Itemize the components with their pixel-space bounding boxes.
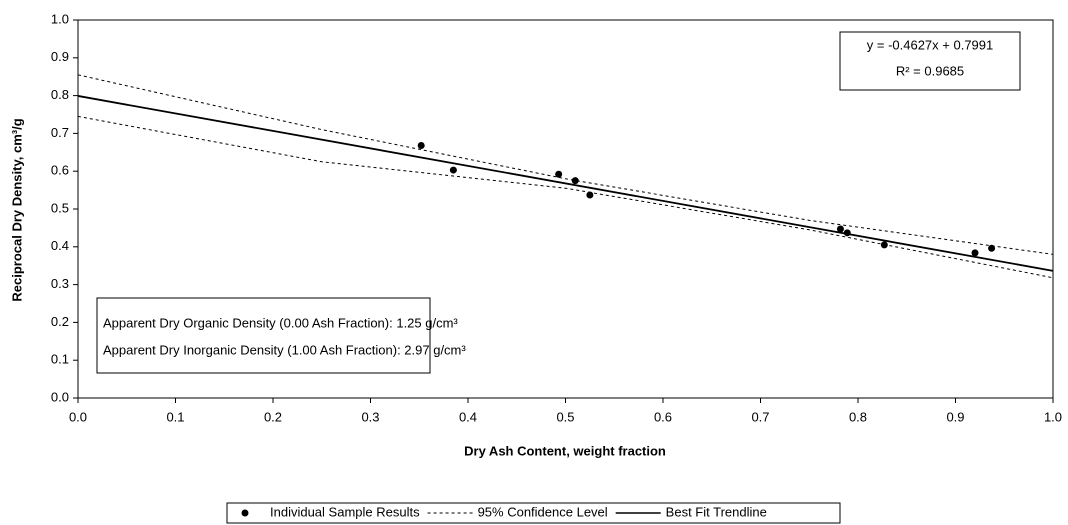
annotation: Apparent Dry Organic Density (0.00 Ash F… xyxy=(103,315,458,330)
legend-label: 95% Confidence Level xyxy=(478,504,608,519)
x-tick-label: 0.9 xyxy=(946,409,964,424)
data-point xyxy=(586,191,594,199)
y-tick-label: 0.3 xyxy=(51,276,69,291)
confidence-line xyxy=(77,74,1054,255)
data-point xyxy=(449,166,457,174)
y-tick-label: 0.6 xyxy=(51,163,69,178)
y-tick-label: 0.8 xyxy=(51,87,69,102)
x-tick-label: 0.8 xyxy=(849,409,867,424)
y-tick-label: 0.0 xyxy=(51,389,69,404)
y-tick-label: 0.2 xyxy=(51,314,69,329)
y-axis-label: Reciprocal Dry Density, cm³/g xyxy=(9,118,24,301)
annotation: Apparent Dry Inorganic Density (1.00 Ash… xyxy=(103,342,466,357)
x-tick-label: 0.7 xyxy=(751,409,769,424)
x-tick-label: 0.5 xyxy=(556,409,574,424)
y-tick-label: 0.4 xyxy=(51,238,69,253)
data-point xyxy=(417,141,425,149)
y-tick-label: 0.1 xyxy=(51,352,69,367)
data-point xyxy=(555,170,563,178)
x-axis-label: Dry Ash Content, weight fraction xyxy=(464,443,666,458)
data-point xyxy=(988,244,996,252)
x-tick-label: 1.0 xyxy=(1044,409,1062,424)
legend-marker xyxy=(241,509,249,517)
legend-label: Individual Sample Results xyxy=(270,504,420,519)
data-point xyxy=(971,249,979,257)
x-tick-label: 0.2 xyxy=(264,409,282,424)
legend-label: Best Fit Trendline xyxy=(666,504,767,519)
annotation-box xyxy=(96,297,431,374)
data-point xyxy=(571,177,579,185)
confidence-line xyxy=(77,115,1054,279)
r-squared: R² = 0.9685 xyxy=(896,63,964,78)
legend xyxy=(226,502,841,524)
x-tick-label: 0.1 xyxy=(166,409,184,424)
y-tick-label: 0.5 xyxy=(51,200,69,215)
y-tick-label: 0.7 xyxy=(51,125,69,140)
x-tick-label: 0.6 xyxy=(654,409,672,424)
y-tick-label: 1.0 xyxy=(51,11,69,26)
x-tick-label: 0.0 xyxy=(69,409,87,424)
equation-box xyxy=(839,31,1021,91)
data-point xyxy=(836,225,844,233)
x-tick-label: 0.3 xyxy=(361,409,379,424)
x-tick-label: 0.4 xyxy=(459,409,477,424)
equation: y = -0.4627x + 0.7991 xyxy=(867,37,993,52)
y-tick-label: 0.9 xyxy=(51,49,69,64)
trend-line xyxy=(77,95,1054,272)
